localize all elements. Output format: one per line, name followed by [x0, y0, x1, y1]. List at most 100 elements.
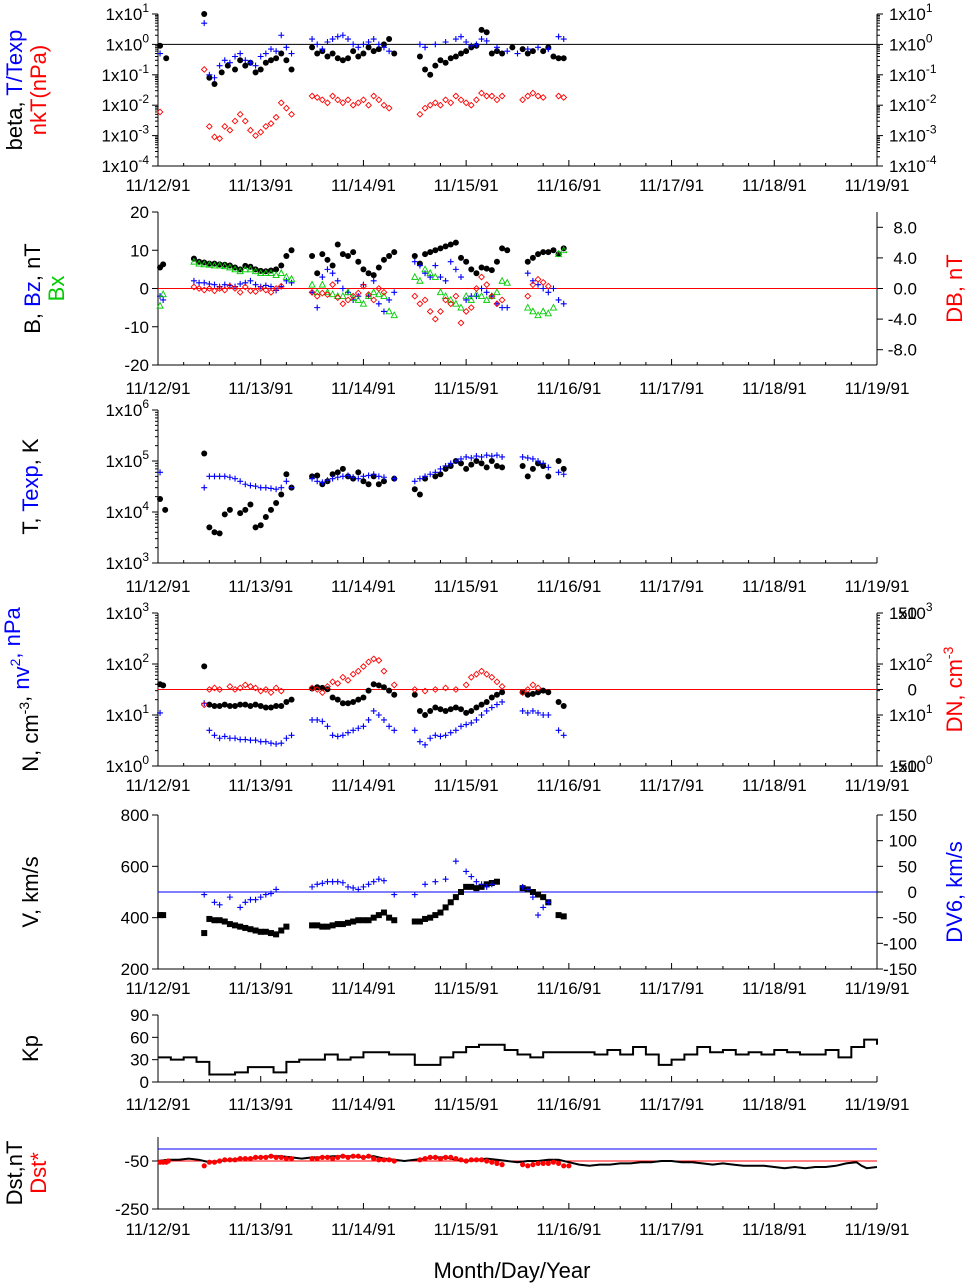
data-point: [339, 32, 346, 39]
data-point: [211, 684, 218, 692]
data-point: [432, 1154, 438, 1160]
data-point: [524, 270, 531, 277]
data-point: [157, 469, 164, 476]
data-point: [560, 94, 568, 101]
x-axis-title: Month/Day/Year: [434, 1258, 591, 1283]
data-point: [483, 698, 490, 705]
y-right-tick-label: -50: [892, 909, 917, 928]
data-point: [242, 736, 249, 743]
data-point: [339, 473, 346, 480]
data-point: [519, 689, 527, 696]
data-point: [339, 732, 346, 739]
data-point: [205, 123, 213, 130]
data-point: [555, 296, 562, 303]
data-point: [416, 110, 424, 118]
data-point: [211, 80, 218, 87]
data-point: [263, 1154, 269, 1160]
data-point: [257, 128, 265, 136]
data-point: [488, 458, 495, 464]
data-point: [359, 282, 367, 290]
data-point: [478, 701, 485, 708]
data-point: [545, 1160, 551, 1166]
data-point: [258, 1154, 264, 1160]
data-point: [314, 922, 321, 929]
data-point: [463, 709, 470, 716]
data-point: [309, 36, 316, 43]
data-point: [200, 701, 208, 709]
data-point: [246, 265, 255, 273]
data-point: [162, 506, 169, 513]
x-tick-label: 11/16/91: [536, 1095, 601, 1114]
data-point: [365, 1153, 372, 1159]
data-point: [318, 289, 326, 297]
data-point: [201, 700, 208, 707]
data-point: [411, 486, 418, 493]
data-point: [520, 1162, 526, 1168]
data-point: [288, 1156, 295, 1162]
data-point: [355, 1153, 361, 1159]
data-point: [242, 62, 249, 69]
data-point: [160, 912, 167, 919]
data-point: [380, 478, 387, 485]
data-point: [535, 689, 542, 696]
data-point: [488, 50, 495, 57]
data-point: [329, 281, 337, 289]
y-right-tick-label: -100: [883, 934, 917, 953]
data-point: [355, 886, 362, 893]
data-point: [370, 471, 377, 478]
data-point: [247, 277, 254, 284]
data-point: [375, 473, 382, 480]
x-tick-label: 11/14/91: [331, 979, 396, 998]
y-right-tick-label: -8.0: [888, 341, 917, 360]
data-point: [313, 288, 321, 296]
data-point: [483, 289, 490, 296]
data-point: [442, 732, 449, 739]
data-point: [190, 257, 198, 265]
data-point: [529, 889, 536, 895]
data-point: [350, 1153, 356, 1159]
x-tick-label: 11/18/91: [742, 176, 807, 195]
data-point: [411, 691, 418, 698]
data-point: [561, 1163, 567, 1169]
data-point: [323, 288, 332, 296]
data-point: [380, 716, 387, 723]
data-point: [483, 670, 491, 678]
data-point: [309, 883, 316, 890]
data-point: [560, 732, 567, 739]
data-point: [349, 292, 357, 300]
data-point: [386, 1157, 392, 1163]
data-point: [268, 1153, 274, 1159]
data-point: [452, 727, 459, 734]
data-point: [350, 48, 357, 55]
data-point: [215, 261, 224, 269]
data-point: [432, 732, 439, 739]
data-point: [242, 899, 249, 906]
y-right-tick-label: 0: [908, 883, 917, 902]
data-point: [273, 931, 280, 938]
data-point: [468, 719, 475, 726]
data-point: [468, 707, 475, 714]
data-point: [252, 896, 259, 903]
y-tick-label: 1x10-2: [101, 92, 149, 115]
data-point: [216, 901, 223, 908]
data-point: [360, 723, 367, 730]
data-point: [211, 133, 218, 141]
data-point: [524, 473, 531, 480]
data-point: [458, 50, 465, 57]
data-point: [355, 44, 362, 51]
data-point: [334, 294, 342, 302]
data-point: [218, 69, 225, 76]
data-point: [529, 89, 537, 97]
data-point: [529, 455, 536, 462]
x-tick-label: 11/12/91: [126, 1220, 191, 1239]
data-point: [319, 684, 326, 691]
series-dn: [200, 655, 542, 709]
data-point: [473, 293, 480, 300]
y-right-axis-title: DB, nT: [942, 254, 967, 322]
data-point: [200, 260, 208, 268]
data-point: [242, 924, 249, 931]
data-point: [262, 484, 269, 491]
y-right-tick-label: 1x103: [889, 600, 933, 623]
data-point: [159, 290, 167, 298]
data-point: [206, 727, 213, 734]
